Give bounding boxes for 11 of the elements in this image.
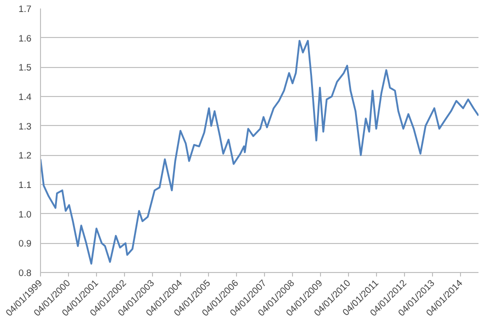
y-tick-label: 1.5 [18,62,32,73]
y-tick-label: 0.8 [18,268,32,278]
y-tick-label: 1.3 [18,121,32,132]
y-tick-label: 1.6 [18,33,32,44]
y-tick-label: 1.1 [18,180,32,190]
y-tick-label: 1.4 [18,92,32,102]
line-series [40,40,478,265]
y-tick-label: 1.0 [18,209,32,220]
y-tick-label: 1.7 [18,4,32,14]
y-tick-label: 0.9 [18,238,32,249]
y-tick-label: 1.2 [18,150,32,161]
